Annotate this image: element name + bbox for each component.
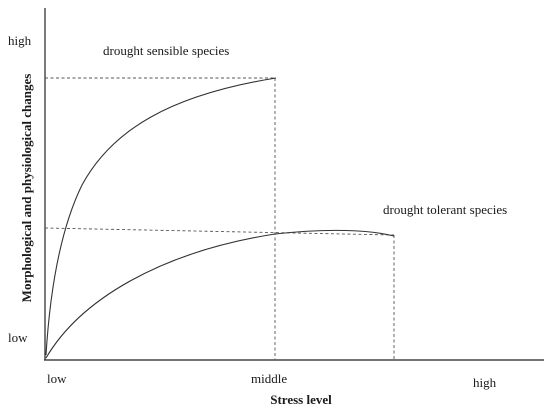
series-label-drought-tolerant: drought tolerant species bbox=[383, 202, 507, 217]
series-line-drought-sensible bbox=[45, 77, 277, 356]
y-axis-title: Morphological and physiological changes bbox=[19, 74, 34, 303]
x-tick-high: high bbox=[473, 375, 497, 390]
x-tick-middle: middle bbox=[251, 371, 287, 386]
y-tick-low: low bbox=[8, 330, 28, 345]
guide-tolerant-horizontal bbox=[44, 227, 395, 236]
y-tick-high: high bbox=[8, 33, 32, 48]
series-label-drought-sensible: drought sensible species bbox=[103, 43, 229, 58]
series-line-drought-tolerant bbox=[45, 229, 395, 359]
x-axis-title: Stress level bbox=[270, 392, 332, 407]
x-tick-low: low bbox=[47, 371, 67, 386]
guide-lines bbox=[44, 77, 395, 360]
